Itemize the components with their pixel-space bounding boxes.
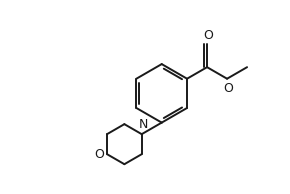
Text: N: N [139, 118, 148, 131]
Text: O: O [203, 29, 213, 42]
Text: O: O [94, 148, 104, 161]
Text: O: O [223, 82, 233, 95]
